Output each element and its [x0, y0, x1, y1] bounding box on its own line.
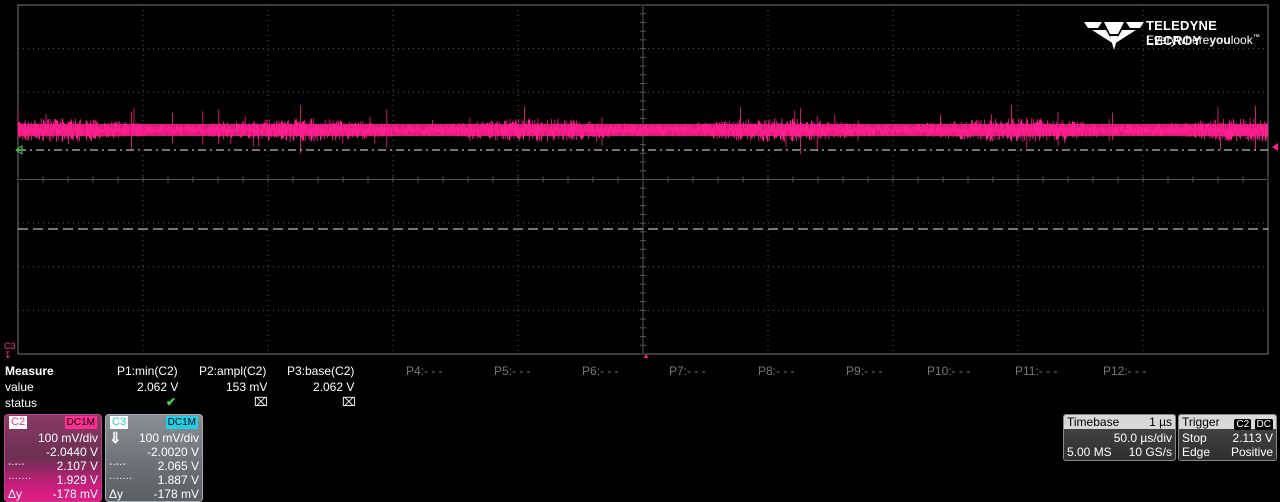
- c3-coupling: DC1M: [165, 416, 198, 429]
- c3-descriptor[interactable]: C3 DC1M ⇓ 100 mV/div -2.0020 V -·-·- 2.0…: [105, 414, 203, 502]
- timebase-header: Timebase 1 µs: [1064, 415, 1175, 429]
- brand-name: TELEDYNE LECROY: [1146, 18, 1217, 48]
- cursor-2-icon: ·······: [109, 473, 133, 484]
- brand-tagline: Everywhereyoulook™: [1146, 33, 1260, 47]
- param-p12-label[interactable]: P12:- - -: [1103, 364, 1147, 378]
- c3-offset: -2.0020 V: [146, 445, 199, 459]
- c3-ground-marker[interactable]: C3 ↧: [4, 341, 16, 360]
- measure-table[interactable]: Measure value status P1:min(C2) 2.062 V …: [0, 364, 1280, 412]
- measure-row-value: value: [5, 380, 34, 394]
- timebase-descriptor[interactable]: Timebase 1 µs 50.0 µs/div 5.00 MS 10 GS/…: [1063, 414, 1176, 461]
- c3-dy: -178 mV: [153, 487, 199, 501]
- c3-dy-label: Δy: [109, 487, 124, 501]
- param-p1-label[interactable]: P1:min(C2): [117, 364, 178, 378]
- param-p7-label[interactable]: P7:- - -: [669, 364, 706, 378]
- c2-trace: [17, 105, 1268, 154]
- teledyne-logo-icon: [1084, 22, 1144, 50]
- param-p1-value: 2.062 V: [137, 380, 179, 394]
- trigger-title: Trigger: [1182, 415, 1220, 429]
- trigger-coupling: DC: [1254, 419, 1273, 430]
- offset-down-icon: ⇓: [109, 430, 122, 447]
- timebase-tdiv: 50.0 µs/div: [1113, 431, 1172, 445]
- measure-row-status: status: [5, 396, 38, 410]
- measure-title: Measure: [5, 364, 54, 378]
- status-invalid-icon: ⌧: [254, 395, 268, 409]
- param-p5-label[interactable]: P5:- - -: [494, 364, 531, 378]
- param-p8-label[interactable]: P8:- - -: [758, 364, 795, 378]
- param-p10-label[interactable]: P10:- - -: [927, 364, 971, 378]
- c2-name: C2: [9, 416, 28, 429]
- trigger-mode: Stop: [1182, 431, 1207, 445]
- grid-lines: [17, 4, 1269, 355]
- cursor-left-marker[interactable]: [15, 145, 23, 155]
- param-p3-label[interactable]: P3:base(C2): [287, 364, 355, 378]
- status-ok-icon: ✔: [166, 395, 177, 409]
- param-p2-value: 153 mV: [226, 380, 268, 394]
- status-invalid-icon: ⌧: [342, 395, 356, 409]
- timebase-delay: 1 µs: [1149, 415, 1172, 429]
- trigger-position-marker[interactable]: [642, 354, 650, 358]
- trigger-source-coupling: C2 DC: [1234, 416, 1273, 430]
- c3-scale: 100 mV/div: [138, 431, 199, 445]
- waveform-grid[interactable]: [0, 0, 1280, 358]
- c2-coupling: DC1M: [64, 416, 97, 429]
- timebase-samples: 5.00 MS: [1067, 445, 1112, 459]
- c2-offset: -2.0440 V: [45, 445, 98, 459]
- c2-dy-label: Δy: [8, 487, 23, 501]
- trigger-slope: Positive: [1230, 445, 1273, 459]
- c3-header: C3 DC1M: [108, 416, 200, 429]
- c2-cursor1: 2.107 V: [56, 459, 98, 473]
- param-p4-label[interactable]: P4:- - -: [406, 364, 443, 378]
- timebase-title: Timebase: [1067, 415, 1120, 429]
- teledyne-lecroy-logo: TELEDYNE LECROY Everywhereyoulook™: [1080, 14, 1270, 54]
- param-p3-value: 2.062 V: [313, 380, 355, 394]
- param-p6-label[interactable]: P6:- - -: [582, 364, 619, 378]
- c2-level-marker[interactable]: [1272, 143, 1278, 151]
- timebase-rate: 10 GS/s: [1128, 445, 1172, 459]
- c2-scale: 100 mV/div: [37, 431, 98, 445]
- param-p2-label[interactable]: P2:ampl(C2): [199, 364, 267, 378]
- trigger-source: C2: [1234, 419, 1252, 430]
- param-p11-label[interactable]: P11:- - -: [1015, 364, 1058, 378]
- c2-dy: -178 mV: [52, 487, 98, 501]
- cursor-2-icon: ·······: [8, 473, 32, 484]
- cursor-1-icon: -·-·-: [8, 459, 25, 470]
- c3-name: C3: [110, 416, 129, 429]
- trigger-descriptor[interactable]: Trigger C2 DC Stop 2.113 V Edge Positive: [1178, 414, 1277, 461]
- c3-cursor2: 1.887 V: [157, 473, 199, 487]
- cursor-1-icon: -·-·-: [109, 459, 126, 470]
- c2-descriptor[interactable]: C2 DC1M 100 mV/div -2.0440 V -·-·- 2.107…: [4, 414, 102, 502]
- trigger-type: Edge: [1182, 445, 1211, 459]
- param-p9-label[interactable]: P9:- - -: [846, 364, 883, 378]
- trigger-header: Trigger C2 DC: [1179, 415, 1276, 430]
- c3-cursor1: 2.065 V: [157, 459, 199, 473]
- trigger-level: 2.113 V: [1232, 431, 1273, 445]
- c2-cursor2: 1.929 V: [56, 473, 98, 487]
- c2-header: C2 DC1M: [7, 416, 99, 429]
